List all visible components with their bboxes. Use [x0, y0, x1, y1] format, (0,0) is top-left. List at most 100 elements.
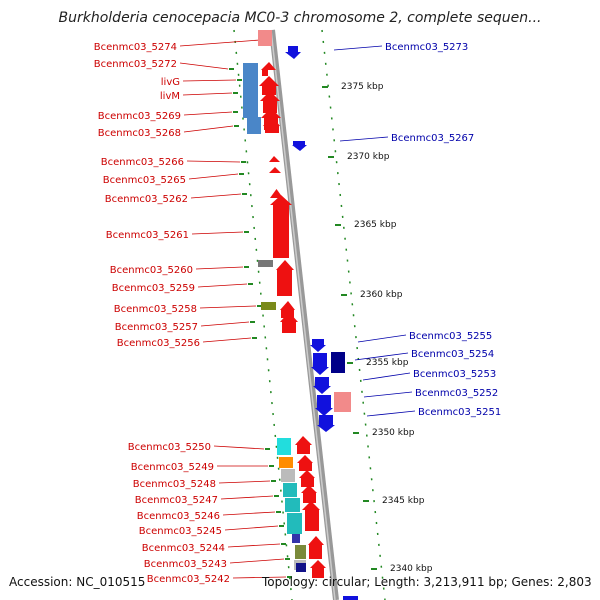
leader-line	[213, 445, 265, 450]
gene-bcenmc03-5259[interactable]	[276, 260, 294, 296]
backbone	[269, 29, 339, 600]
leader-line	[202, 337, 252, 343]
gene-label-bcenmc03-5243[interactable]: Bcenmc03_5243	[144, 559, 227, 570]
gene-label-bcenmc03-5247[interactable]: Bcenmc03_5247	[135, 495, 218, 506]
tick-label: 2365 kbp	[354, 220, 397, 230]
gene-label-bcenmc03-5266[interactable]: Bcenmc03_5266	[101, 157, 184, 168]
gene-livg[interactable]	[259, 76, 279, 95]
gene-label-bcenmc03-5272[interactable]: Bcenmc03_5272	[94, 59, 177, 70]
leader-line	[191, 231, 244, 235]
tick-track	[321, 29, 386, 600]
tick-label: 2375 kbp	[341, 82, 384, 92]
gene-label-bcenmc03-5258[interactable]: Bcenmc03_5258	[114, 304, 197, 315]
gene-bcenmc03-5248[interactable]	[281, 469, 295, 482]
gene-bcenmc03-5247[interactable]	[283, 483, 297, 497]
gene-label-bcenmc03-5246[interactable]: Bcenmc03_5246	[137, 511, 220, 522]
gene-livm[interactable]	[260, 91, 280, 113]
gene-bcenmc03-5242[interactable]	[296, 563, 306, 572]
leader-line	[186, 160, 241, 163]
gene-label-bcenmc03-5250[interactable]: Bcenmc03_5250	[128, 442, 211, 453]
gene-bcenmc03-5250[interactable]	[277, 438, 291, 455]
gene-label-bcenmc03-5251[interactable]: Bcenmc03_5251	[418, 407, 501, 418]
gene-label-bcenmc03-5267[interactable]: Bcenmc03_5267	[391, 133, 474, 144]
gene-label-bcenmc03-5265[interactable]: Bcenmc03_5265	[103, 175, 186, 186]
gene-label-bcenmc03-5262[interactable]: Bcenmc03_5262	[105, 194, 188, 205]
leader-line	[190, 193, 242, 199]
leader-line	[363, 391, 413, 398]
inner-track	[233, 29, 293, 600]
gene-bcenmc03-5257[interactable]	[280, 301, 295, 318]
gene-bcenmc03-5254[interactable]	[311, 353, 329, 375]
gene-label-livg[interactable]: livG	[161, 77, 180, 88]
leader-line	[339, 136, 389, 142]
gene-label-bcenmc03-5257[interactable]: Bcenmc03_5257	[115, 322, 198, 333]
gene-bcenmc03-5245[interactable]	[287, 513, 302, 534]
gene-bcenmc03-5261[interactable]	[270, 195, 292, 258]
topology-text: Topology: circular; Length: 3,213,911 bp…	[262, 575, 592, 589]
gene-bcenmc03-5256[interactable]	[280, 312, 298, 333]
gene-bcenmc03-5255[interactable]	[310, 339, 326, 352]
gene-bcenmc03-5253[interactable]	[331, 352, 345, 373]
gene-label-bcenmc03-5242[interactable]: Bcenmc03_5242	[147, 574, 230, 585]
gene-bcenmc03-5266[interactable]	[269, 156, 280, 162]
gene-bcenmc03-5246[interactable]	[285, 498, 300, 512]
gene-bcenmc03-5272[interactable]	[261, 62, 276, 76]
right-labels-layer: Bcenmc03_5273 Bcenmc03_5267 Bcenmc03_5255 B…	[385, 42, 501, 418]
leader-line	[195, 266, 244, 270]
gene-label-bcenmc03-5244[interactable]: Bcenmc03_5244	[142, 543, 225, 554]
gene-label-bcenmc03-5261[interactable]: Bcenmc03_5261	[106, 230, 189, 241]
gene-label-bcenmc03-5268[interactable]: Bcenmc03_5268	[98, 128, 181, 139]
gene-label-bcenmc03-5254[interactable]: Bcenmc03_5254	[411, 349, 494, 360]
leader-line	[188, 173, 239, 180]
gene-label-bcenmc03-5274[interactable]: Bcenmc03_5274	[94, 42, 177, 53]
gene-label-bcenmc03-5256[interactable]: Bcenmc03_5256	[117, 338, 200, 349]
gene-label-livm[interactable]: livM	[160, 91, 180, 102]
leader-line	[183, 111, 233, 116]
gene-bcenmc03-5249[interactable]	[279, 457, 293, 468]
gene-label-bcenmc03-5259[interactable]: Bcenmc03_5259	[112, 283, 195, 294]
gene-bcenmc03-5251[interactable]	[315, 395, 333, 416]
gene-label-bcenmc03-5245[interactable]: Bcenmc03_5245	[139, 526, 222, 537]
gene-label-bcenmc03-5260[interactable]: Bcenmc03_5260	[110, 265, 193, 276]
leader-line	[182, 92, 233, 96]
gene-bcenmc03-5273[interactable]	[285, 46, 301, 59]
gene-label-bcenmc03-5249[interactable]: Bcenmc03_5249	[131, 462, 214, 473]
leader-line	[220, 495, 274, 500]
gene-bcenmc03-5268[interactable]	[263, 116, 280, 133]
tick-label: 2345 kbp	[382, 496, 425, 506]
gene-label-bcenmc03-5269[interactable]: Bcenmc03_5269	[98, 111, 181, 122]
leader-line	[179, 62, 229, 70]
gene-label-bcenmc03-5252[interactable]: Bcenmc03_5252	[415, 388, 498, 399]
leader-line	[183, 125, 234, 133]
gene-bcenmc03-5243[interactable]	[295, 545, 306, 559]
leader-line	[197, 283, 248, 288]
gene-bcenmc03-5262[interactable]	[270, 189, 283, 198]
tick-label: 2355 kbp	[366, 358, 409, 368]
gene-bcenmc03-5258[interactable]	[261, 302, 276, 310]
leader-line	[366, 410, 416, 417]
gene-bcenmc03-5260[interactable]	[258, 260, 273, 267]
gene-bcenmc03-5252[interactable]	[334, 392, 351, 412]
left-labels-layer: Bcenmc03_5274 Bcenmc03_5272 livG livM Bcenmc…	[94, 42, 230, 585]
gene-label-bcenmc03-5248[interactable]: Bcenmc03_5248	[133, 479, 216, 490]
gene-label-bcenmc03-5273[interactable]: Bcenmc03_5273	[385, 42, 468, 53]
gene-bcenmc03-5244[interactable]	[292, 534, 300, 543]
gene-bcenmc03-5267[interactable]	[292, 141, 307, 151]
leader-line	[200, 321, 250, 327]
gene-label-bcenmc03-5253[interactable]: Bcenmc03_5253	[413, 369, 496, 380]
gene-label-bcenmc03-5255[interactable]: Bcenmc03_5255	[409, 331, 492, 342]
leader-line	[232, 576, 287, 579]
accession-text: Accession: NC_010515	[9, 575, 146, 589]
gene-bcenmc03-5274[interactable]	[258, 30, 272, 46]
map-title: Burkholderia cenocepacia MC0-3 chromosom…	[58, 10, 542, 26]
tick-label: 2360 kbp	[360, 290, 403, 300]
leader-line	[229, 558, 285, 564]
leader-line	[227, 543, 281, 548]
leader-line	[354, 352, 409, 361]
tick-label: 2370 kbp	[347, 152, 390, 162]
forward-genes	[243, 30, 326, 578]
reverse-genes	[285, 46, 358, 600]
gene-bcenmc03-5265[interactable]	[269, 167, 281, 173]
leader-line	[357, 334, 407, 343]
